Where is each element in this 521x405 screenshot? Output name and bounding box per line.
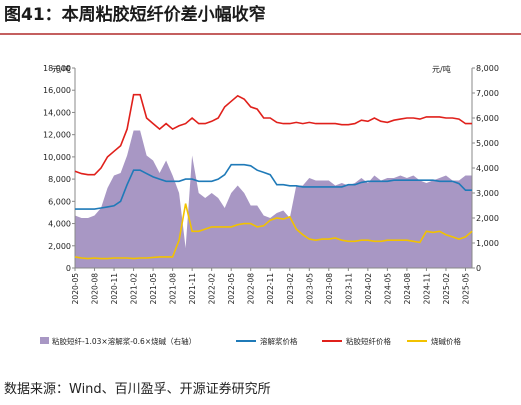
x-tick-label: 2024-11 — [422, 273, 431, 305]
y-tick-label: 0 — [66, 264, 71, 273]
y2-tick-label: 6,000 — [476, 114, 499, 123]
x-tick-label: 2021-02 — [130, 273, 139, 305]
x-tick-label: 2025-02 — [442, 273, 451, 305]
x-tick-label: 2020-05 — [71, 273, 80, 305]
y-tick-label: 8,000 — [48, 175, 71, 184]
x-tick-label: 2022-02 — [208, 273, 217, 305]
y-tick-label: 18,000 — [43, 64, 71, 73]
y2-tick-label: 8,000 — [476, 64, 499, 73]
x-tick-label: 2023-05 — [305, 273, 314, 305]
y2-tick-label: 5,000 — [476, 139, 499, 148]
y2-tick-label: 4,000 — [476, 164, 499, 173]
y2-tick-label: 7,000 — [476, 89, 499, 98]
y-tick-label: 16,000 — [43, 86, 71, 95]
x-tick-label: 2023-02 — [286, 273, 295, 305]
x-tick-label: 2022-11 — [266, 273, 275, 305]
x-tick-label: 2022-05 — [227, 273, 236, 305]
y-tick-label: 2,000 — [48, 242, 71, 251]
x-tick-label: 2025-05 — [461, 273, 470, 305]
x-tick-label: 2024-08 — [403, 273, 412, 305]
area — [75, 130, 472, 268]
legend-label: 溶解浆价格 — [260, 336, 298, 346]
y-axis-label: 元/吨 — [52, 64, 71, 74]
x-tick-label: 2024-02 — [364, 273, 373, 305]
y-tick-label: 14,000 — [43, 108, 71, 117]
x-tick-label: 2024-05 — [383, 273, 392, 305]
legend-label: 粘胶短纤价格 — [346, 336, 391, 346]
x-tick-label: 2023-08 — [325, 273, 334, 305]
x-tick-label: 2020-08 — [91, 273, 100, 305]
y-tick-label: 4,000 — [48, 220, 71, 229]
x-tick-label: 2022-08 — [247, 273, 256, 305]
y2-axis-label: 元/吨 — [432, 64, 451, 74]
line — [74, 93, 472, 176]
x-tick-label: 2021-11 — [188, 273, 197, 305]
chart-title: 图41：本周粘胶短纤价差小幅收窄 — [4, 4, 266, 25]
y2-tick-label: 0 — [476, 264, 481, 273]
line — [75, 163, 472, 210]
legend-swatch — [40, 337, 49, 344]
y-tick-label: 6,000 — [48, 197, 71, 206]
y2-tick-label: 2,000 — [476, 214, 499, 223]
x-tick-label: 2023-11 — [344, 273, 353, 305]
y-tick-label: 10,000 — [43, 153, 71, 162]
y2-tick-label: 1,000 — [476, 239, 499, 248]
y2-tick-label: 3,000 — [476, 189, 499, 198]
x-tick-label: 2021-05 — [149, 273, 158, 305]
x-tick-label: 2021-08 — [169, 273, 178, 305]
x-tick-label: 2020-11 — [110, 273, 119, 305]
source: 数据来源：Wind、百川盈孚、开源证券研究所 — [4, 381, 271, 397]
legend-label: 烧碱价格 — [431, 336, 461, 346]
y-tick-label: 12,000 — [43, 131, 71, 140]
legend-label: 粘胶短纤-1.03×溶解浆-0.6×烧碱（右轴） — [52, 336, 196, 346]
line — [74, 203, 473, 260]
